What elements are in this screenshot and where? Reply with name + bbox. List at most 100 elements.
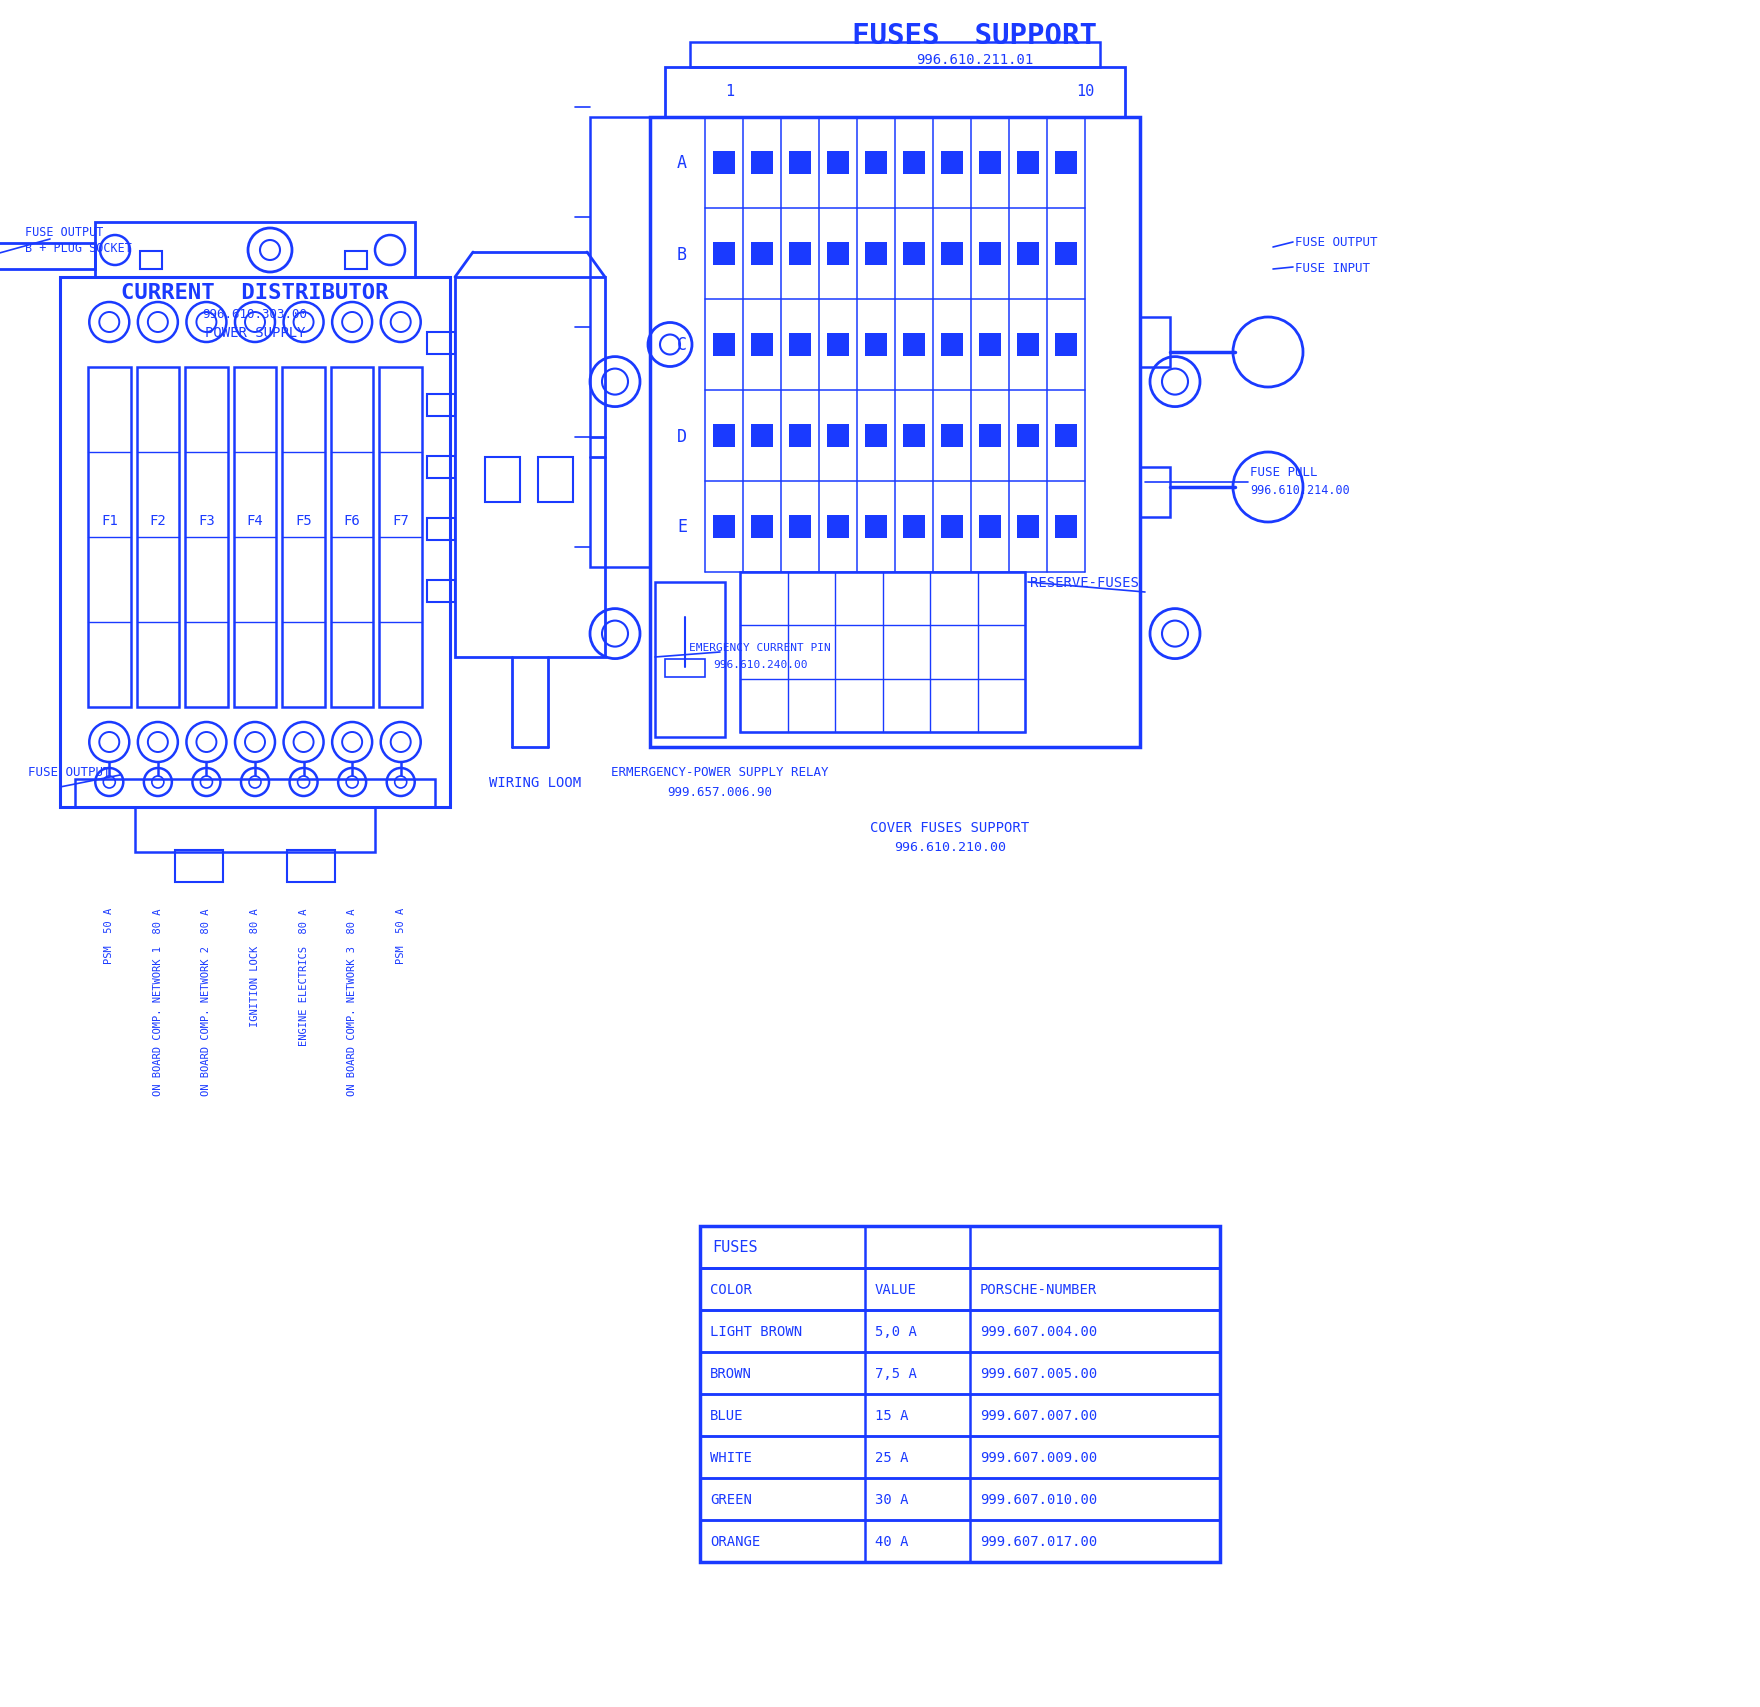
Bar [590, 118, 649, 568]
Bar [137, 367, 180, 708]
Bar [903, 335, 926, 357]
Bar [76, 780, 435, 807]
Text: 999.607.007.00: 999.607.007.00 [980, 1408, 1096, 1422]
Text: 999.607.004.00: 999.607.004.00 [980, 1325, 1096, 1338]
Bar [947, 425, 957, 447]
Text: 999.607.005.00: 999.607.005.00 [980, 1366, 1096, 1381]
Bar [908, 152, 919, 174]
Bar [718, 516, 729, 539]
Bar [428, 333, 456, 355]
Bar [986, 335, 994, 357]
Bar [947, 152, 957, 174]
Bar [649, 118, 1140, 748]
Bar [788, 242, 811, 266]
Bar [940, 335, 963, 357]
Text: PORSCHE-NUMBER: PORSCHE-NUMBER [980, 1282, 1096, 1296]
Bar [979, 516, 1001, 539]
Bar [141, 253, 162, 270]
Bar [1061, 425, 1072, 447]
Bar [908, 516, 919, 539]
Text: 996.610.210.00: 996.610.210.00 [894, 842, 1007, 854]
Text: F2: F2 [150, 514, 165, 527]
Bar [1054, 516, 1077, 539]
Bar [903, 152, 926, 174]
Text: 996.610.211.01: 996.610.211.01 [917, 53, 1033, 67]
Bar [871, 516, 882, 539]
Text: 999.607.017.00: 999.607.017.00 [980, 1535, 1096, 1548]
Bar [1017, 335, 1040, 357]
Bar [940, 516, 963, 539]
Bar [95, 224, 415, 278]
Bar [979, 152, 1001, 174]
Text: F3: F3 [199, 514, 215, 527]
Text: 996.610.303.00: 996.610.303.00 [202, 309, 308, 321]
Bar [832, 242, 843, 266]
Text: PSM  50 A: PSM 50 A [396, 908, 407, 964]
Bar [796, 516, 804, 539]
Bar [908, 242, 919, 266]
Bar [700, 1521, 1220, 1562]
Text: F5: F5 [296, 514, 312, 527]
Text: 999.657.006.90: 999.657.006.90 [667, 785, 773, 799]
Text: PSM  50 A: PSM 50 A [104, 908, 114, 964]
Text: RESERVE-FUSES: RESERVE-FUSES [1030, 575, 1139, 589]
Bar [1017, 425, 1040, 447]
Bar [788, 516, 811, 539]
Text: B: B [678, 246, 686, 263]
Bar [136, 807, 375, 852]
Text: B + PLUG SOCKET: B + PLUG SOCKET [25, 241, 132, 254]
Bar [700, 1395, 1220, 1436]
Bar [1061, 516, 1072, 539]
Text: POWER SUPPLY: POWER SUPPLY [204, 326, 304, 340]
Text: 996.610.214.00: 996.610.214.00 [1250, 483, 1350, 497]
Bar [380, 367, 422, 708]
Bar [864, 516, 887, 539]
Bar [655, 582, 725, 737]
Bar [864, 425, 887, 447]
Text: BLUE: BLUE [709, 1408, 743, 1422]
Bar [1061, 335, 1072, 357]
Bar [1023, 335, 1033, 357]
Bar [796, 425, 804, 447]
Bar [750, 425, 773, 447]
Bar [750, 152, 773, 174]
Bar [345, 253, 368, 270]
Bar [947, 516, 957, 539]
Bar [788, 335, 811, 357]
Bar [871, 335, 882, 357]
Bar [700, 1311, 1220, 1352]
Bar [1054, 425, 1077, 447]
Bar [718, 425, 729, 447]
Bar [832, 152, 843, 174]
Bar [757, 335, 767, 357]
Bar [796, 242, 804, 266]
Bar [796, 335, 804, 357]
Bar [1017, 152, 1040, 174]
Bar [665, 659, 706, 678]
Bar [428, 580, 456, 603]
Bar [827, 335, 850, 357]
Text: F7: F7 [392, 514, 408, 527]
Text: A: A [678, 154, 686, 172]
Bar [757, 152, 767, 174]
Bar [979, 242, 1001, 266]
Bar [1023, 242, 1033, 266]
Bar [908, 335, 919, 357]
Bar [1054, 242, 1077, 266]
Bar [713, 335, 736, 357]
Text: FUSES: FUSES [713, 1239, 757, 1255]
Bar [979, 335, 1001, 357]
Bar [1054, 152, 1077, 174]
Bar [331, 367, 373, 708]
Text: IGNITION LOCK  80 A: IGNITION LOCK 80 A [250, 908, 260, 1026]
Text: 15 A: 15 A [875, 1408, 908, 1422]
Text: F1: F1 [100, 514, 118, 527]
Bar [940, 242, 963, 266]
Bar [713, 425, 736, 447]
Text: 25 A: 25 A [875, 1451, 908, 1465]
Text: FUSE PULL: FUSE PULL [1250, 466, 1318, 480]
Bar [1017, 516, 1040, 539]
Bar [827, 516, 850, 539]
Bar [0, 244, 95, 270]
Text: 7,5 A: 7,5 A [875, 1366, 917, 1381]
